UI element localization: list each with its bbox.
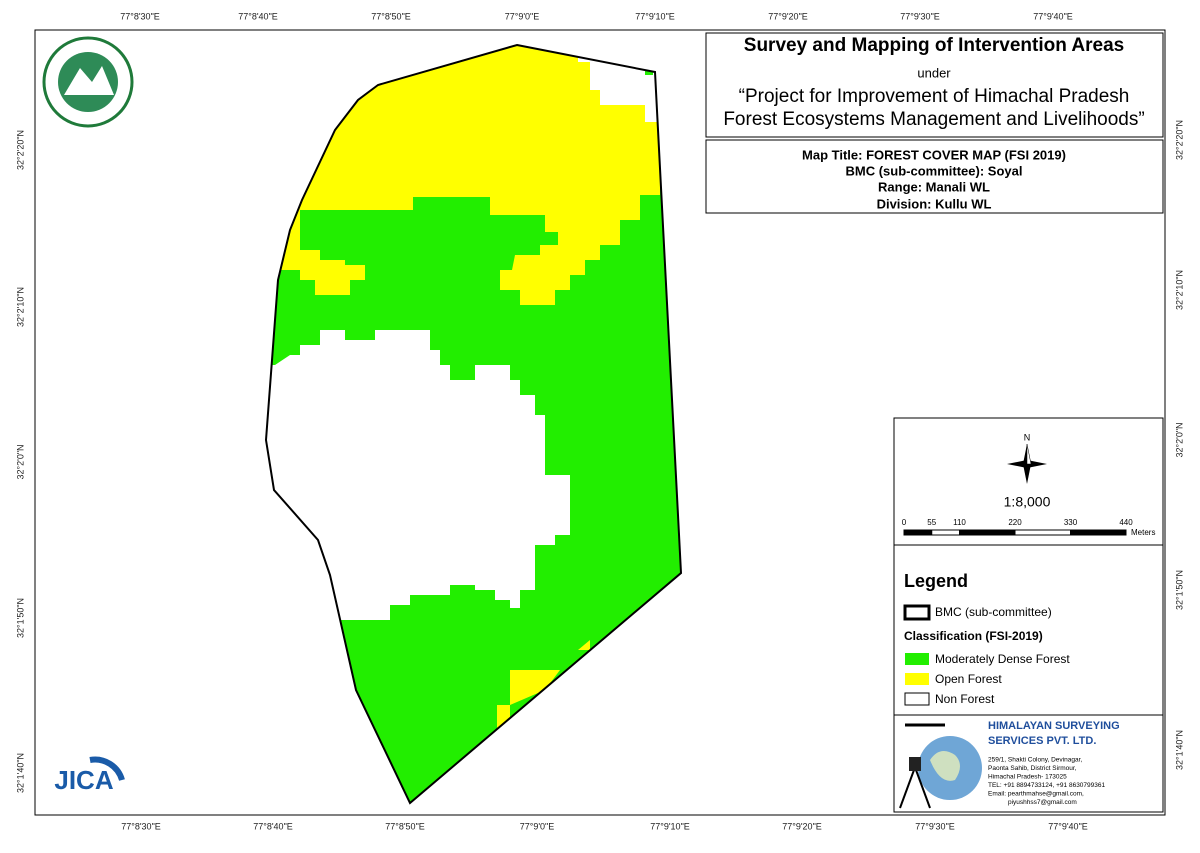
company-name: SERVICES PVT. LTD. xyxy=(988,735,1096,747)
legend-label: BMC (sub-committee) xyxy=(935,605,1052,619)
lon-label: 77°9'40"E xyxy=(1048,821,1088,831)
legend-swatch xyxy=(905,653,929,665)
legend-swatch xyxy=(903,604,931,621)
scale-tick: 55 xyxy=(927,518,936,527)
lon-label: 77°9'0"E xyxy=(520,821,555,831)
lat-label: 32°2'10"N xyxy=(1174,270,1184,310)
company-address: Paonta Sahib, District Sirmour, xyxy=(988,765,1077,772)
legend-subtitle: Classification (FSI-2019) xyxy=(904,629,1043,643)
project: Forest Ecosystems Management and Livelih… xyxy=(723,109,1144,130)
scale-tick: 440 xyxy=(1119,518,1133,527)
scale-bar: 0 55 110 220 330 440 xyxy=(902,518,1133,536)
company-name: HIMALAYAN SURVEYING xyxy=(988,720,1120,732)
non-forest xyxy=(266,330,570,625)
scale-segment xyxy=(931,529,960,536)
legend-label: Open Forest xyxy=(935,672,1002,686)
open-forest xyxy=(497,670,560,728)
title-box xyxy=(705,32,1164,138)
legend-box xyxy=(893,544,1164,716)
open-forest xyxy=(280,235,365,295)
scale-tick: 330 xyxy=(1064,518,1078,527)
jica-text: JICA xyxy=(54,765,113,795)
lon-label: 77°8'40"E xyxy=(253,821,293,831)
scale-tick: 0 xyxy=(902,518,907,527)
lon-label: 77°9'0"E xyxy=(505,11,540,21)
lat-label: 32°1'50"N xyxy=(15,598,25,638)
lon-label: 77°8'50"E xyxy=(385,821,425,831)
lat-label: 32°1'40"N xyxy=(15,753,25,793)
company-address: Email: pearthmahse@gmail.com, xyxy=(988,791,1084,798)
lon-label: 77°8'50"E xyxy=(371,11,411,21)
legend-label: Non Forest xyxy=(935,692,995,706)
lon-label: 77°8'30"E xyxy=(120,11,160,21)
bmc-boundary xyxy=(264,43,683,805)
scale-tick: 110 xyxy=(953,518,966,527)
company-address: TEL: +91 8894733124, +91 8630799361 xyxy=(988,782,1105,789)
company-address: 259/1, Shakti Colony, Devinagar, xyxy=(988,757,1082,764)
info: Range: Manali WL xyxy=(878,179,990,194)
lat-label: 32°2'0"N xyxy=(15,444,25,479)
lon-label: 77°9'10"E xyxy=(635,11,675,21)
jica-logo: JICA xyxy=(54,756,125,795)
info: Map Title: FOREST COVER MAP (FSI 2019) xyxy=(802,147,1066,162)
lon-label: 77°9'30"E xyxy=(915,821,955,831)
lat-label: 32°1'40"N xyxy=(1174,730,1184,770)
open-forest xyxy=(578,640,590,650)
project: “Project for Improvement of Himachal Pra… xyxy=(739,86,1130,107)
north-label: N xyxy=(1024,432,1031,442)
lon-label: 77°8'40"E xyxy=(238,11,278,21)
lat-label: 32°2'20"N xyxy=(1174,120,1184,160)
info: BMC (sub-committee): Soyal xyxy=(846,163,1023,178)
subtitle: under xyxy=(917,65,951,80)
company-logo xyxy=(899,723,982,809)
scale-segment xyxy=(1070,529,1127,536)
lon-label: 77°9'30"E xyxy=(900,11,940,21)
scale-ratio: 1:8,000 xyxy=(1004,494,1051,510)
lon-label: 77°9'40"E xyxy=(1033,11,1073,21)
title: Survey and Mapping of Intervention Areas xyxy=(744,35,1124,56)
legend-title: Legend xyxy=(904,571,968,591)
forest-logo xyxy=(42,36,134,128)
lon-label: 77°8'30"E xyxy=(121,821,161,831)
lat-label: 32°2'10"N xyxy=(15,287,25,327)
scale-unit: Meters xyxy=(1131,528,1155,537)
scale-segment xyxy=(903,529,933,536)
lat-label: 32°2'0"N xyxy=(1174,422,1184,457)
scale-box xyxy=(893,417,1164,546)
scale-segment xyxy=(959,529,1016,536)
lat-label: 32°1'50"N xyxy=(1174,570,1184,610)
legend-swatch xyxy=(904,692,930,706)
lon-label: 77°9'20"E xyxy=(768,11,808,21)
scale-tick: 220 xyxy=(1008,518,1022,527)
legend-label: Moderately Dense Forest xyxy=(935,652,1070,666)
info: Division: Kullu WL xyxy=(877,196,992,211)
scale-segment xyxy=(1014,529,1071,536)
lat-label: 32°2'20"N xyxy=(15,130,25,170)
lon-label: 77°9'10"E xyxy=(650,821,690,831)
info-box xyxy=(705,139,1164,214)
legend-swatch xyxy=(905,673,929,685)
lon-label: 77°9'20"E xyxy=(782,821,822,831)
north-arrow xyxy=(1007,443,1047,484)
company-address: piyushhss7@gmail.com xyxy=(1008,799,1077,806)
company-address: Himachal Pradesh- 173025 xyxy=(988,774,1067,781)
